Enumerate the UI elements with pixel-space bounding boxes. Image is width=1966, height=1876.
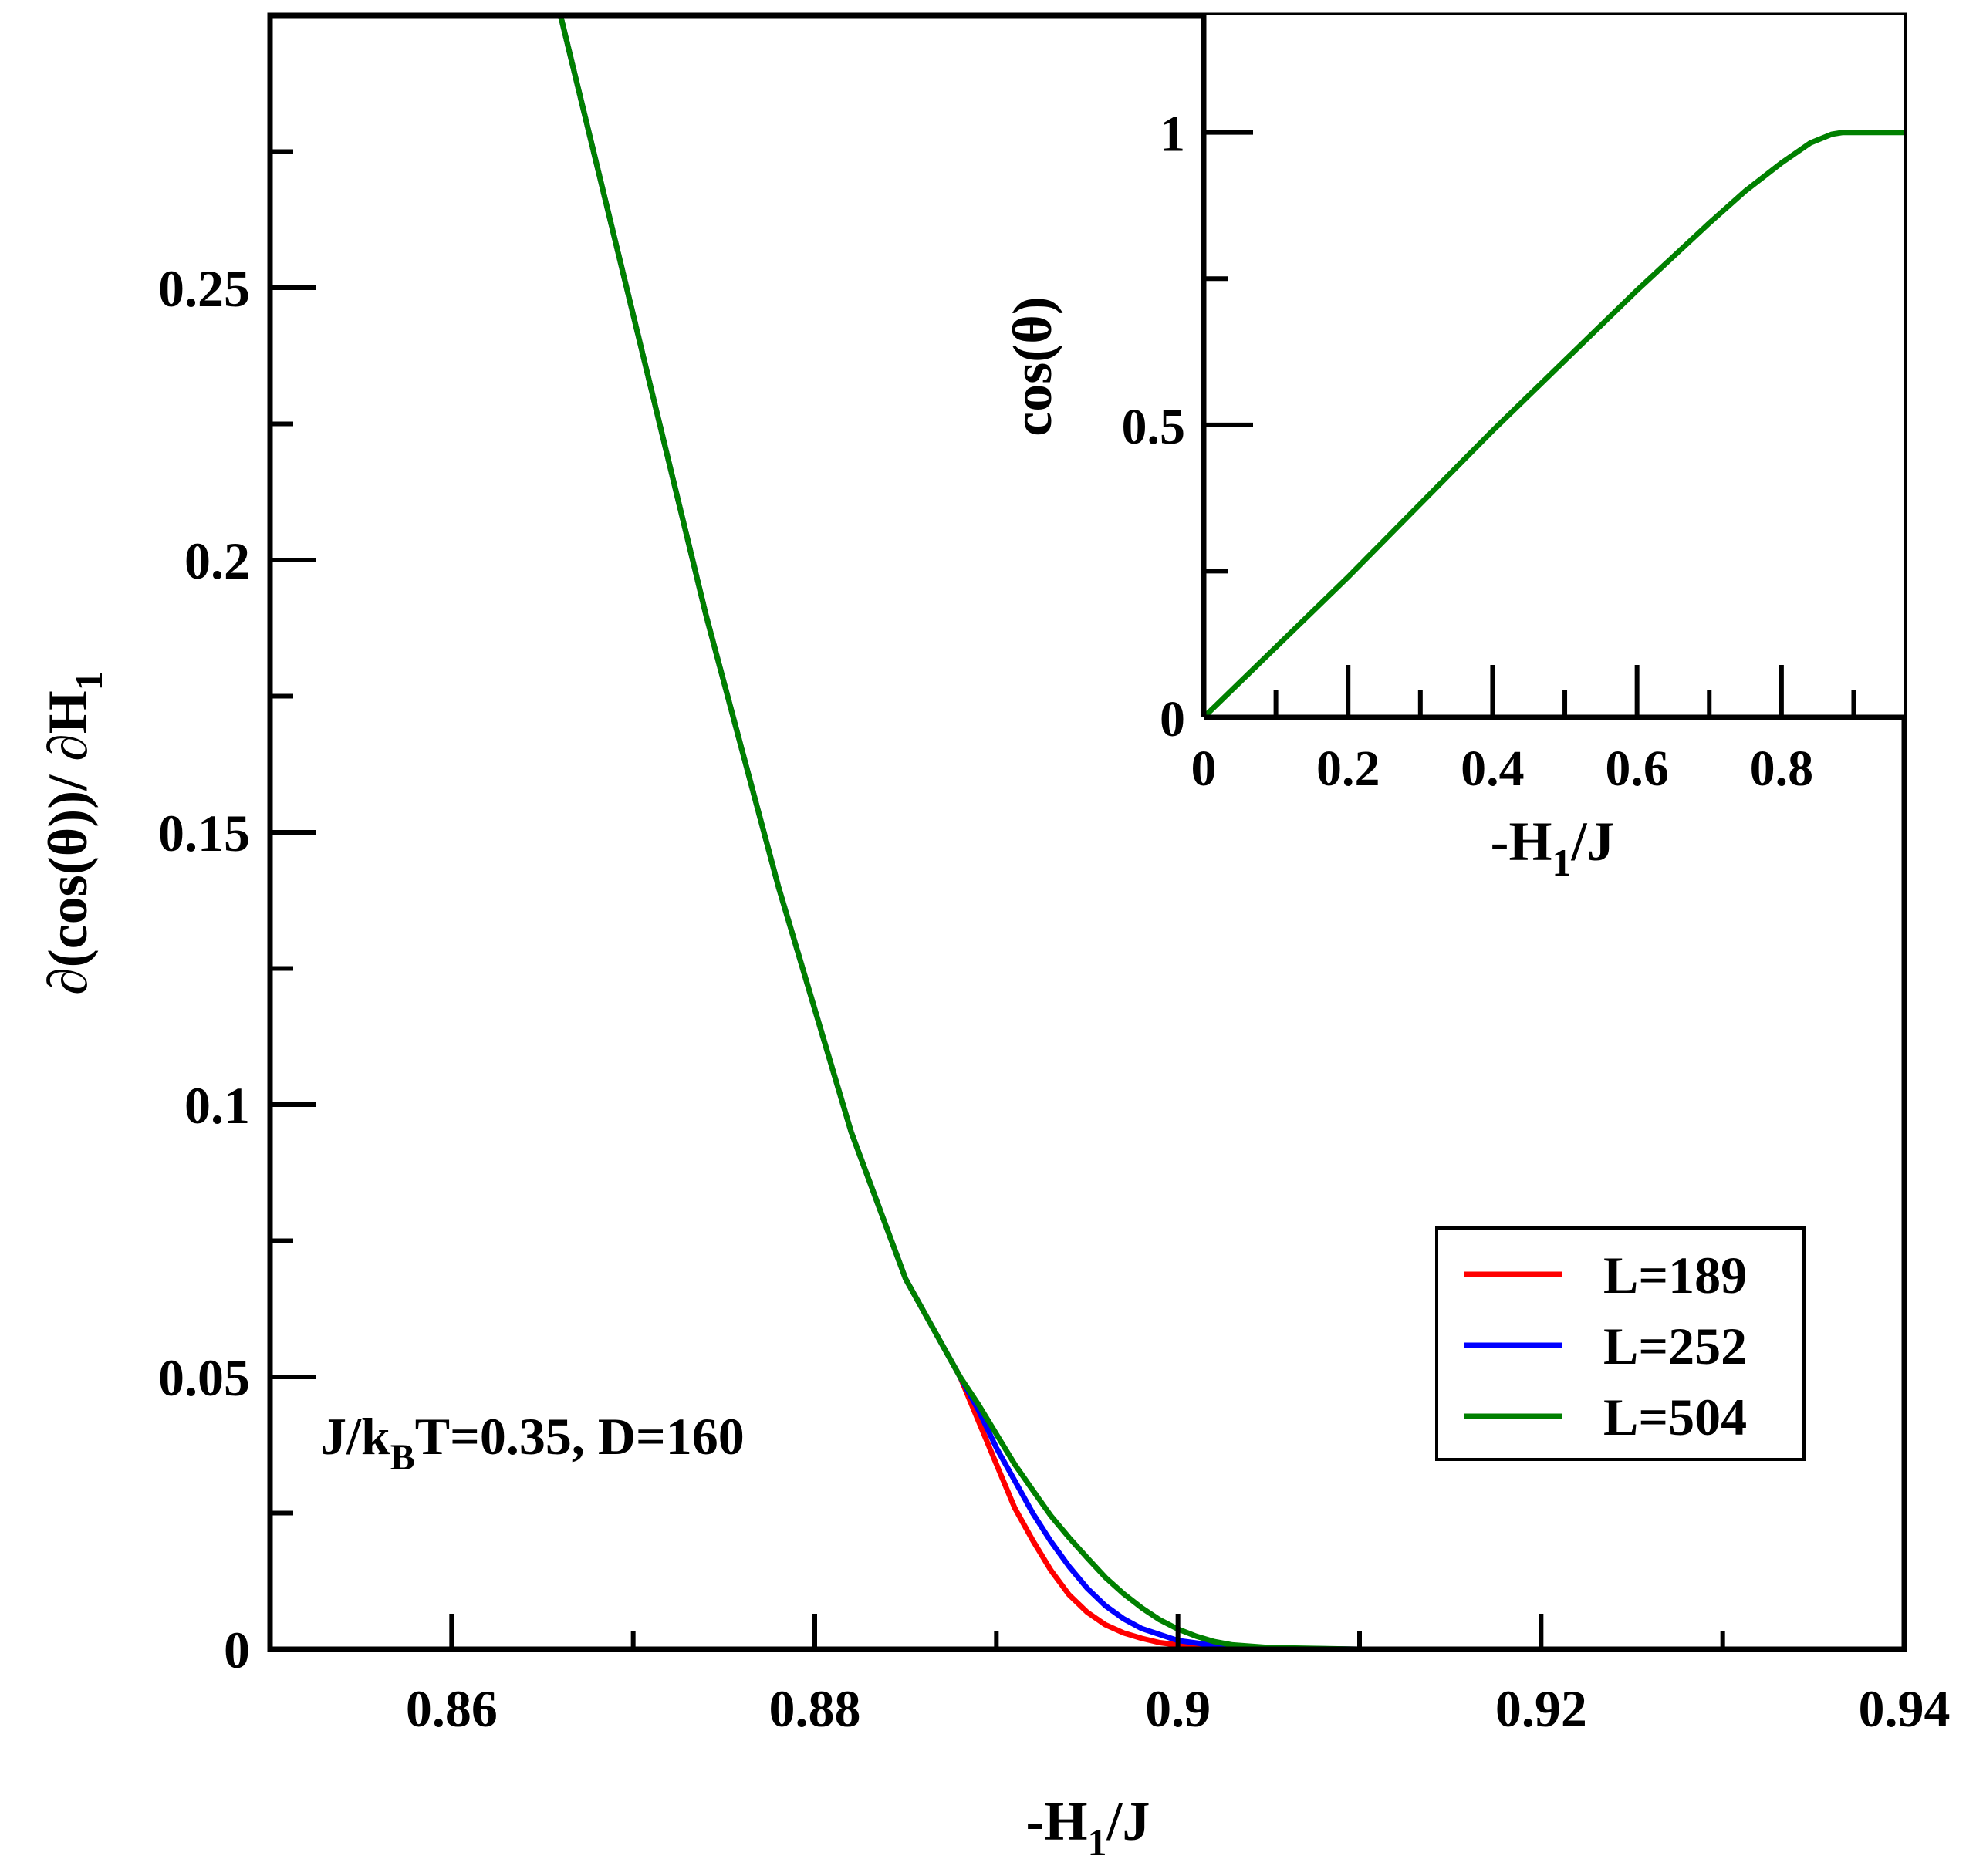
main-ticks	[268, 149, 1907, 1652]
main-x-tick-label: 0.9	[1145, 1679, 1211, 1738]
legend-label-l504: L=504	[1603, 1388, 1747, 1446]
inset-plot: 0 0.2 0.4 0.6 0.8 0 0.5 1 -H1/J cos(θ)	[1002, 15, 1904, 884]
inset-y-tick-label: 1	[1160, 106, 1185, 163]
main-plot: 0.86 0.88 0.9 0.92 0.94 0 0.05 0.1 0.15 …	[37, 12, 1951, 1864]
inset-y-tick-labels: 0 0.5 1	[1122, 106, 1186, 747]
main-y-axis-title: ∂(cos(θ))/ ∂H1	[37, 671, 110, 995]
main-y-tick-label: 0	[224, 1621, 250, 1679]
main-y-tick-label: 0.25	[158, 259, 250, 318]
parameters-annotation: J/kBT=0.35, D=160	[320, 1407, 745, 1478]
main-x-tick-label: 0.86	[406, 1679, 498, 1738]
inset-x-tick-label: 0.6	[1605, 741, 1669, 797]
inset-y-axis-title: cos(θ)	[1002, 296, 1063, 437]
series-line-l504	[558, 15, 1904, 1649]
inset-y-tick-label: 0.5	[1122, 399, 1186, 455]
inset-ticks	[1201, 130, 1856, 720]
legend-label-l189: L=189	[1603, 1246, 1747, 1304]
main-x-tick-label: 0.94	[1859, 1679, 1951, 1738]
inset-x-axis-title: -H1/J	[1491, 811, 1615, 884]
main-y-tick-label: 0.05	[158, 1348, 250, 1407]
main-y-tick-labels: 0 0.05 0.1 0.15 0.2 0.25	[158, 259, 250, 1679]
legend-label-l252: L=252	[1603, 1317, 1747, 1375]
inset-x-tick-labels: 0 0.2 0.4 0.6 0.8	[1191, 741, 1814, 797]
inset-series-line	[1201, 130, 1904, 720]
inset-x-tick-label: 0.2	[1316, 741, 1380, 797]
main-y-tick-label: 0.15	[158, 804, 250, 862]
inset-x-tick-label: 0.4	[1461, 741, 1525, 797]
inset-x-tick-label: 0.8	[1750, 741, 1814, 797]
main-x-tick-labels: 0.86 0.88 0.9 0.92 0.94	[406, 1679, 1951, 1738]
main-x-tick-label: 0.88	[769, 1679, 861, 1738]
inset-y-tick-label: 0	[1160, 691, 1185, 747]
main-x-axis-title: -H1/J	[1026, 1790, 1150, 1864]
legend: L=189 L=252 L=504	[1435, 1226, 1806, 1461]
inset-x-tick-label: 0	[1191, 741, 1217, 797]
inset-series-lines	[1201, 130, 1904, 720]
main-y-tick-label: 0.2	[184, 531, 250, 590]
main-x-tick-label: 0.92	[1495, 1679, 1587, 1738]
main-y-tick-label: 0.1	[184, 1076, 250, 1135]
